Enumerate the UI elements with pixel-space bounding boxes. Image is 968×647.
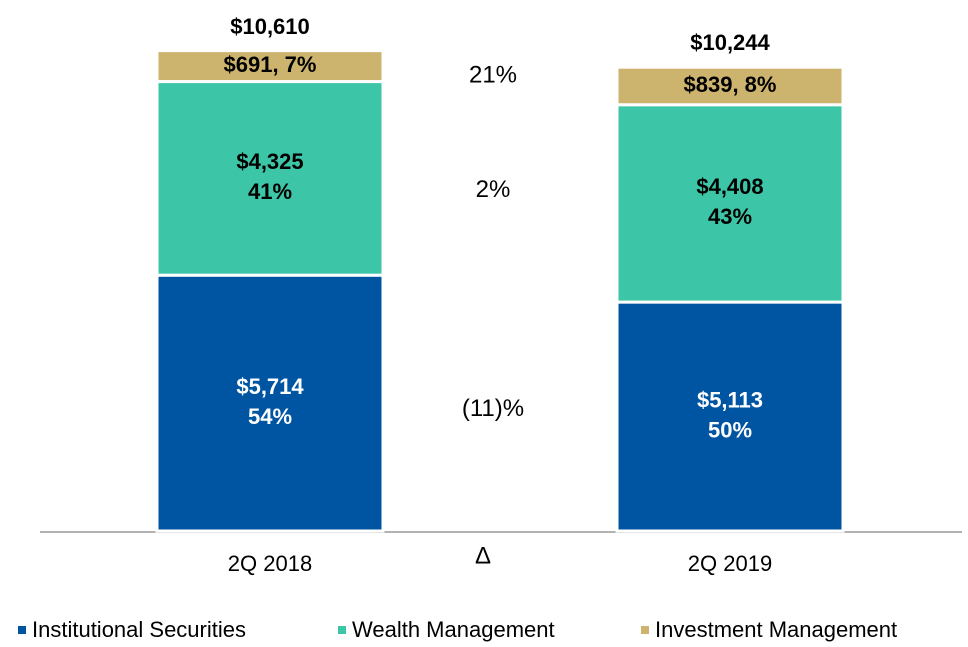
value-label: 54% (248, 404, 292, 429)
legend-swatch (338, 626, 346, 634)
total-label: $10,610 (230, 14, 310, 39)
bar-segment (155, 49, 385, 84)
delta-symbol: Δ (475, 542, 491, 569)
value-label: 43% (708, 204, 752, 229)
value-label: $691, 7% (224, 52, 317, 77)
value-label: $4,325 (236, 149, 303, 174)
value-label: 50% (708, 417, 752, 442)
bar-segment (615, 300, 845, 533)
bar-segment (155, 273, 385, 533)
x-tick-label: 2Q 2018 (228, 551, 312, 576)
value-label: $5,714 (236, 374, 304, 399)
legend-label: Wealth Management (352, 617, 555, 642)
value-label: $5,113 (697, 387, 763, 412)
change-label: 2% (476, 176, 511, 203)
change-label: 21% (469, 61, 517, 88)
value-label: 41% (248, 179, 292, 204)
legend-label: Investment Management (655, 617, 897, 642)
total-label: $10,244 (690, 30, 770, 55)
bar-segment (615, 65, 845, 107)
change-label: (11)% (462, 395, 524, 422)
value-label: $839, 8% (684, 72, 777, 97)
bar-segment (155, 80, 385, 277)
value-label: $4,408 (696, 174, 763, 199)
x-tick-label: 2Q 2019 (688, 551, 772, 576)
bar-segment (615, 103, 845, 304)
legend-label: Institutional Securities (32, 617, 246, 642)
legend-swatch (641, 626, 649, 634)
legend-swatch (18, 626, 26, 634)
